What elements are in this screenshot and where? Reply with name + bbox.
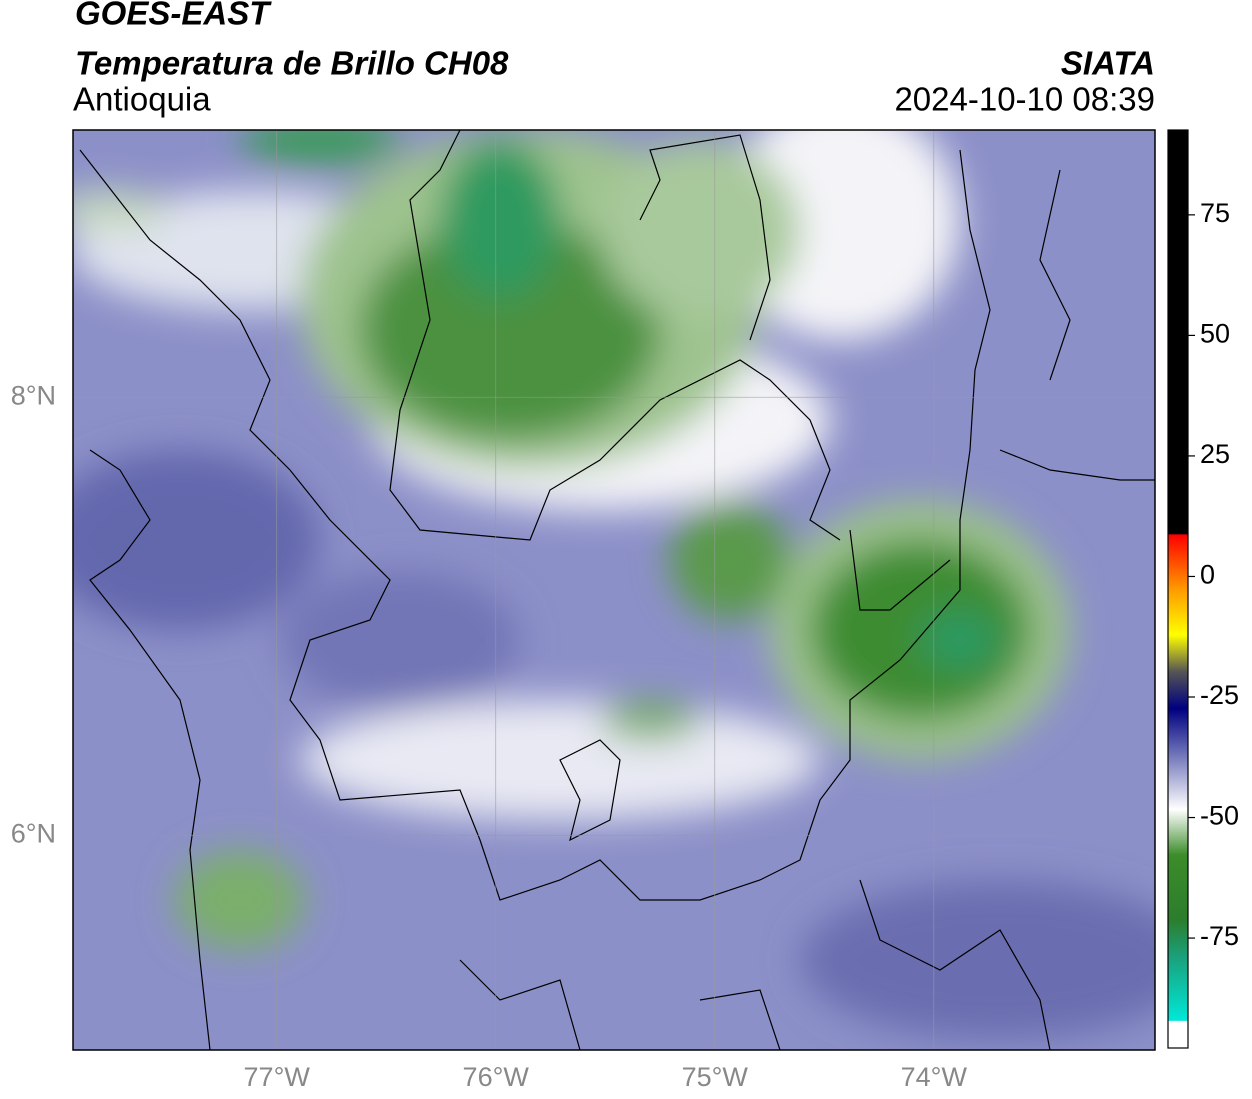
- colorbar-tick-label: -25: [1200, 680, 1239, 710]
- region: Antioquia: [73, 81, 211, 118]
- source: SIATA: [1061, 45, 1155, 82]
- colorbar-tick-label: -75: [1200, 921, 1239, 951]
- x-tick-label: 77°W: [244, 1062, 311, 1092]
- subtitle: Temperatura de Brillo CH08: [75, 45, 509, 82]
- map-imagery: [73, 130, 1155, 1050]
- colorbar: [1167, 129, 1189, 1049]
- colorbar-tick-label: 25: [1200, 439, 1230, 469]
- x-tick-label: 74°W: [901, 1062, 968, 1092]
- colorbar-tick-label: 75: [1200, 198, 1230, 228]
- x-tick-label: 76°W: [463, 1062, 530, 1092]
- colorbar-tick-label: 50: [1200, 319, 1230, 349]
- graticule: [73, 130, 1155, 1050]
- x-tick-label: 75°W: [682, 1062, 749, 1092]
- map-frame: [72, 129, 1156, 1051]
- datetime: 2024-10-10 08:39: [894, 81, 1155, 118]
- y-tick-label: 8°N: [11, 380, 56, 410]
- colorbar-tick-label: 0: [1200, 560, 1215, 590]
- colorbar-tick-label: -50: [1200, 801, 1239, 831]
- y-tick-label: 6°N: [11, 818, 56, 848]
- title: GOES-EAST: [75, 0, 272, 32]
